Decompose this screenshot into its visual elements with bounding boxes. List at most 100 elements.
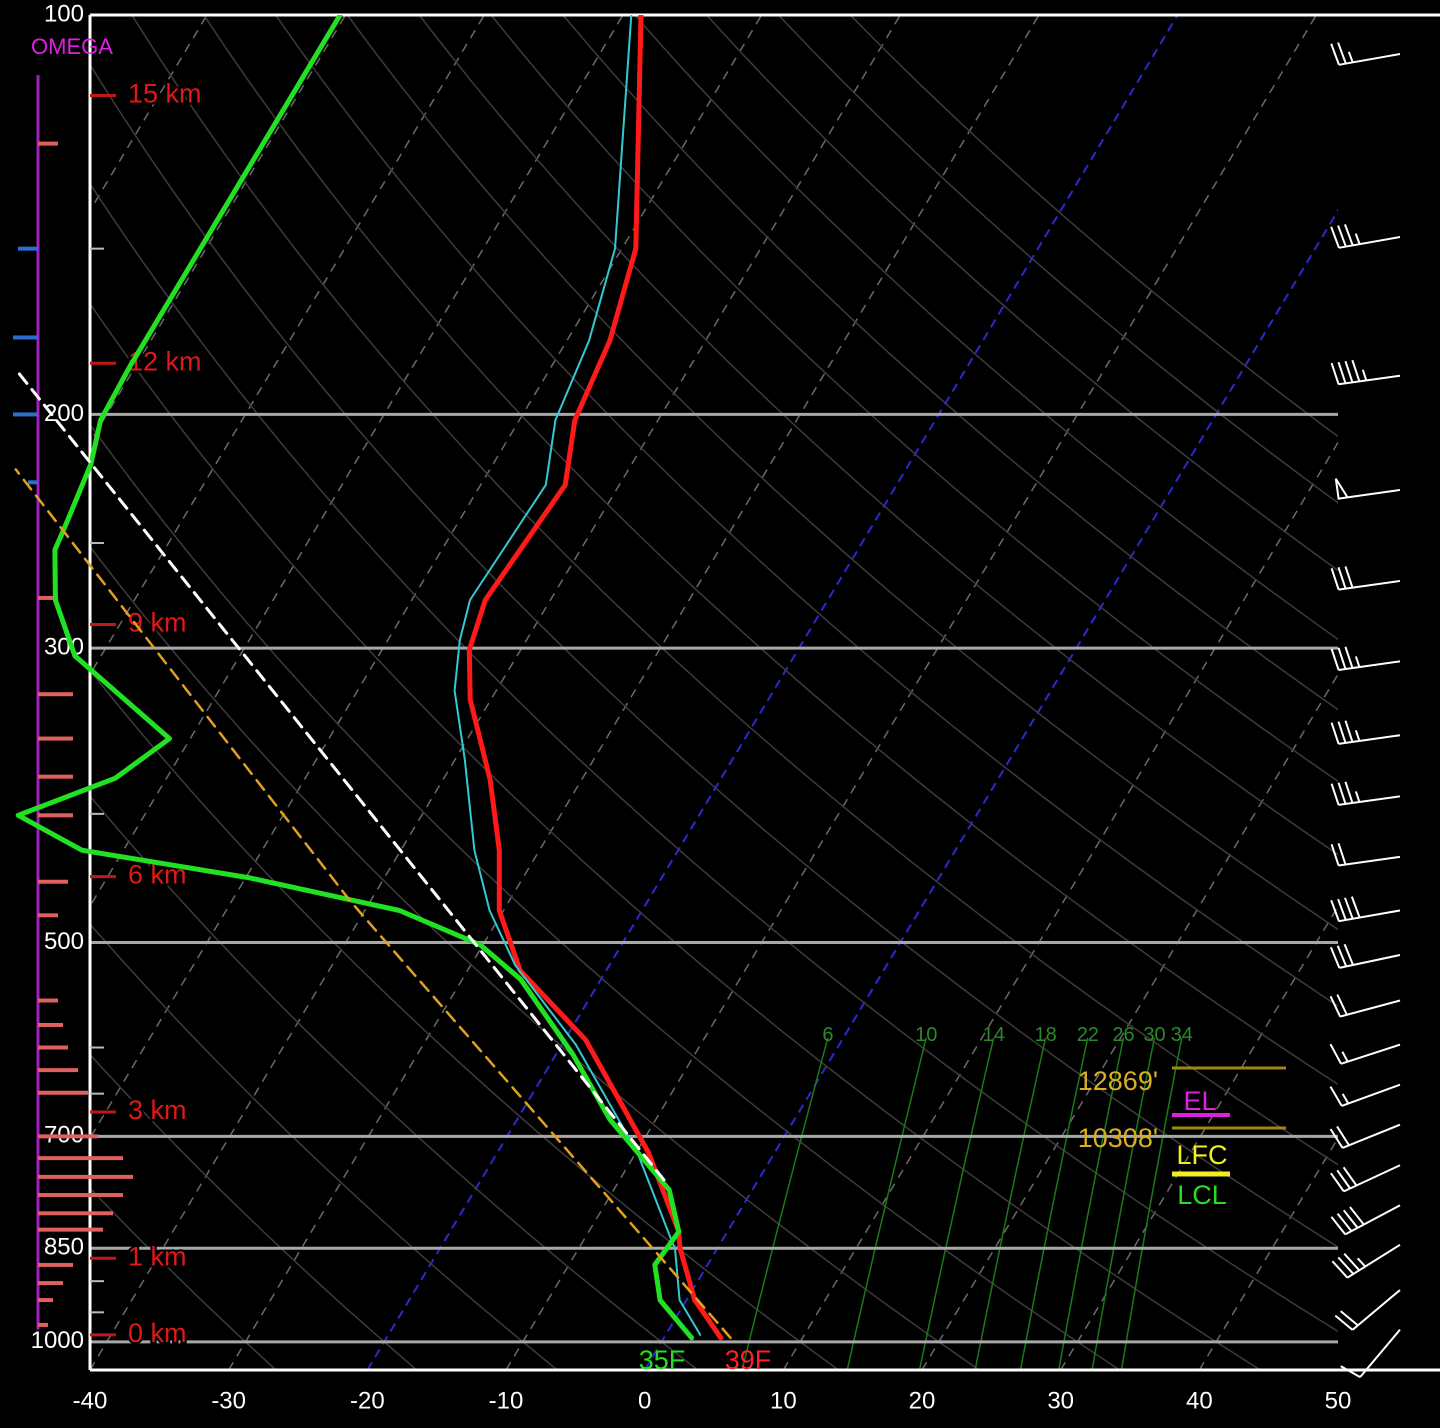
- wind-barb: [1330, 566, 1401, 591]
- height-label: 15 km: [128, 79, 202, 109]
- mixing-ratio-label: 34: [1171, 1024, 1193, 1046]
- dry-adiabat: [90, 423, 1121, 1370]
- wind-barb: [1334, 1289, 1401, 1331]
- temperature-label: -20: [350, 1387, 385, 1414]
- dry-adiabat: [346, 15, 1338, 931]
- mixing-ratio-label: 30: [1143, 1024, 1165, 1046]
- temperature-label: -40: [73, 1387, 108, 1414]
- wind-barb: [1331, 1243, 1401, 1279]
- omega-bar: [38, 1193, 123, 1198]
- isotherm: [228, 15, 1040, 1370]
- isotherm: [90, 15, 485, 676]
- dry-adiabat: [705, 15, 1338, 572]
- isotherm: [90, 15, 901, 1370]
- wind-barb: [1330, 646, 1401, 671]
- omega-bar: [38, 913, 58, 918]
- mixing-ratio-line: [1019, 1037, 1089, 1370]
- omega-bar: [38, 595, 58, 600]
- temperature-label: 10: [770, 1387, 797, 1414]
- dry-adiabat: [90, 922, 558, 1370]
- wind-barb: [1330, 1164, 1401, 1193]
- omega-bar: [38, 879, 68, 884]
- mixing-ratio-line: [741, 1037, 829, 1370]
- mixing-ratio-line: [1120, 1037, 1183, 1370]
- dry-adiabat: [849, 15, 1338, 438]
- surface-temperature: 39F: [725, 1345, 772, 1375]
- temperature-label: 0: [638, 1387, 651, 1414]
- dry-adiabat: [634, 15, 1338, 641]
- mixing-ratio-label: 10: [915, 1024, 937, 1046]
- wind-barb: [1330, 720, 1401, 745]
- lfc-height-label: 10308': [1078, 1123, 1158, 1153]
- omega-bar: [38, 1090, 88, 1095]
- wind-barb: [1330, 42, 1401, 66]
- wind-barb: [1329, 1123, 1401, 1149]
- pressure-label: 850: [44, 1234, 84, 1261]
- mixing-ratio-line: [846, 1037, 927, 1370]
- wind-barb: [1330, 224, 1401, 249]
- omega-bar: [38, 813, 73, 818]
- el-height-label: 12869': [1078, 1066, 1158, 1096]
- height-label: 0 km: [128, 1318, 187, 1348]
- dry-adiabat: [90, 545, 980, 1370]
- profiles: [14, 15, 732, 1341]
- isotherm: [90, 15, 208, 213]
- omega-bar: [38, 1322, 48, 1327]
- overlay: OMEGA 12869' EL 10308' LFC LCL 35F 39F: [31, 34, 1286, 1375]
- omega-bar: [38, 141, 58, 146]
- wind-barb: [1330, 781, 1401, 806]
- wind-barb: [1334, 478, 1401, 500]
- profile-line: [466, 15, 724, 1341]
- dry-adiabat: [131, 15, 1338, 1166]
- mixing-ratio-line: [918, 1037, 995, 1370]
- dry-adiabat: [490, 15, 1338, 783]
- omega-bar: [38, 774, 73, 779]
- temperature-label: 40: [1186, 1387, 1213, 1414]
- omega-bar: [38, 1211, 113, 1216]
- omega-bar: [38, 1134, 98, 1139]
- height-label: 3 km: [128, 1095, 187, 1125]
- temperature-label: 50: [1325, 1387, 1352, 1414]
- mixing-ratio-label: 18: [1034, 1024, 1056, 1046]
- dry-adiabat: [203, 15, 1338, 1086]
- profile-line: [453, 15, 702, 1336]
- omega-bar: [38, 1045, 68, 1050]
- mixing-ratio-label: 14: [983, 1024, 1005, 1046]
- dry-adiabat: [418, 15, 1338, 856]
- omega-bar: [13, 335, 38, 340]
- omega-bar: [38, 1174, 133, 1179]
- mixing-ratio-label: 6: [822, 1024, 833, 1046]
- wind-barb: [1329, 943, 1401, 969]
- isotherm: [1060, 904, 1338, 1370]
- isotherm: [921, 672, 1338, 1370]
- isotherm: [1337, 1368, 1338, 1370]
- dry-adiabat: [274, 15, 1338, 1007]
- omega-bar: [38, 1156, 123, 1161]
- temperature-label: 20: [909, 1387, 936, 1414]
- pressure-label: 500: [44, 928, 84, 955]
- isotherm: [782, 441, 1338, 1370]
- isotherm: [90, 15, 763, 1140]
- omega-bar: [13, 412, 38, 417]
- lfc-label: LFC: [1176, 1140, 1227, 1170]
- temperature-label: -30: [211, 1387, 246, 1414]
- highlight-isotherm: [643, 208, 1338, 1370]
- omega-bar: [18, 246, 38, 251]
- profile-line: [14, 468, 732, 1340]
- el-label: EL: [1183, 1086, 1216, 1116]
- isotherm: [1198, 1136, 1338, 1370]
- dry-adiabat: [90, 1053, 418, 1370]
- mixing-ratio-line: [1091, 1037, 1156, 1370]
- temperature-label: -10: [489, 1387, 524, 1414]
- wind-barb: [1330, 1204, 1401, 1236]
- pressure-label: 100: [44, 0, 84, 27]
- omega-bar: [38, 692, 73, 697]
- wind-barb: [1329, 1083, 1401, 1107]
- height-label: 9 km: [128, 608, 187, 638]
- isotherm: [90, 15, 347, 444]
- dry-adiabat: [90, 794, 699, 1370]
- temperature-label: 30: [1047, 1387, 1074, 1414]
- omega-bar: [38, 1227, 103, 1232]
- omega-bar: [38, 1262, 73, 1267]
